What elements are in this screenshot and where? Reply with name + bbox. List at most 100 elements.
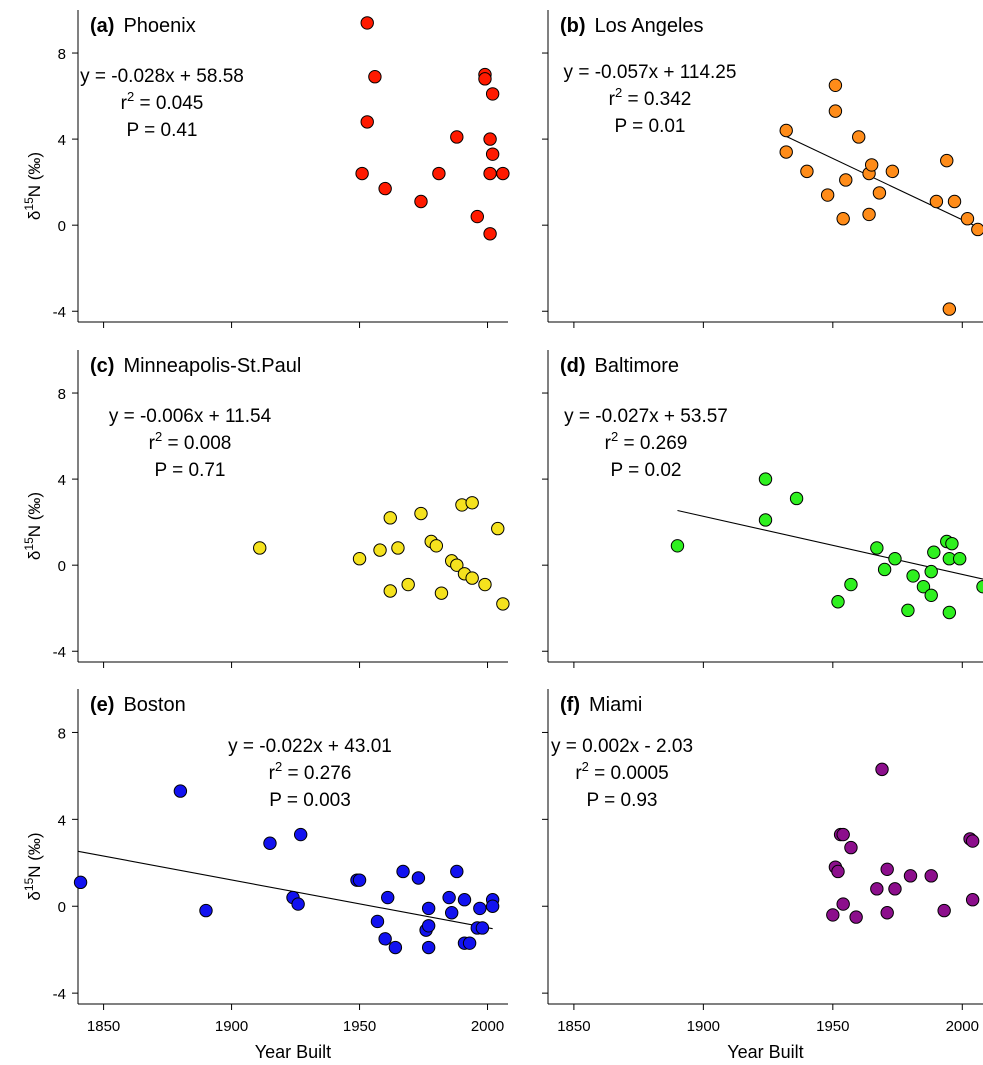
data-point bbox=[370, 914, 385, 929]
data-point bbox=[411, 871, 426, 885]
data-point bbox=[828, 104, 843, 118]
data-point bbox=[465, 496, 479, 510]
data-point bbox=[942, 302, 957, 316]
data-point bbox=[381, 890, 395, 905]
x-tick-label: 1850 bbox=[557, 1018, 590, 1035]
regression-equation: y = -0.022x + 43.01 bbox=[228, 736, 392, 757]
data-point bbox=[496, 597, 510, 611]
data-point bbox=[491, 521, 505, 536]
r-squared-exponent: 2 bbox=[127, 89, 134, 104]
data-point bbox=[421, 919, 436, 933]
r-squared-value: = 0.008 bbox=[162, 433, 231, 454]
y-axis-title-sup: 15 bbox=[22, 197, 36, 211]
data-point bbox=[253, 541, 267, 555]
data-point bbox=[414, 506, 428, 521]
y-tick-label: -4 bbox=[53, 986, 66, 1003]
y-axis-title: δ15N (‰) bbox=[22, 152, 44, 220]
y-tick-label: 8 bbox=[58, 46, 66, 63]
data-point bbox=[965, 893, 980, 907]
data-point bbox=[483, 166, 497, 181]
panel-letter: (d) bbox=[560, 355, 586, 377]
y-tick-label: -4 bbox=[53, 644, 66, 661]
r-squared-label: r2 = 0.0005 bbox=[575, 759, 668, 784]
data-point bbox=[849, 910, 863, 924]
r-squared-symbol: r bbox=[121, 93, 128, 114]
data-point bbox=[839, 173, 853, 187]
y-tick-label: 8 bbox=[58, 725, 66, 742]
data-point bbox=[401, 577, 415, 592]
r-squared-symbol: r bbox=[269, 763, 276, 784]
data-point bbox=[831, 595, 845, 609]
panel-city-name: Minneapolis-St.Paul bbox=[123, 355, 301, 377]
data-point bbox=[263, 836, 277, 850]
data-point bbox=[360, 115, 374, 129]
y-tick-label: -4 bbox=[53, 304, 66, 321]
data-point bbox=[864, 158, 879, 172]
x-tick-label: 1850 bbox=[87, 1018, 120, 1035]
data-point bbox=[360, 16, 374, 30]
data-point bbox=[903, 869, 918, 883]
r-squared-exponent: 2 bbox=[582, 759, 589, 774]
x-tick-label: 1950 bbox=[816, 1018, 849, 1035]
data-point bbox=[450, 130, 464, 144]
data-point bbox=[291, 897, 305, 911]
data-point bbox=[396, 864, 410, 879]
data-point bbox=[478, 72, 492, 86]
data-point bbox=[450, 558, 464, 572]
regression-equation: y = -0.028x + 58.58 bbox=[80, 66, 244, 87]
panel-title: (b) Los Angeles bbox=[560, 15, 704, 37]
panel-title: (c) Minneapolis-St.Paul bbox=[90, 355, 301, 377]
r-squared-label: r2 = 0.342 bbox=[609, 85, 692, 110]
regression-equation: y = 0.002x - 2.03 bbox=[551, 736, 693, 757]
r-squared-value: = 0.045 bbox=[134, 93, 203, 114]
x-axis-title: Year Built bbox=[727, 1042, 803, 1062]
data-point bbox=[836, 212, 850, 226]
data-point bbox=[836, 897, 850, 911]
p-value-label: P = 0.02 bbox=[611, 460, 682, 481]
data-point bbox=[877, 562, 892, 577]
data-point bbox=[971, 222, 983, 237]
r-squared-symbol: r bbox=[609, 89, 616, 110]
panel-city-name: Miami bbox=[589, 694, 642, 716]
panel-title: (a) Phoenix bbox=[90, 15, 196, 37]
panel-city-name: Baltimore bbox=[595, 355, 679, 377]
data-point bbox=[888, 552, 902, 566]
y-axis-title-delta: δ bbox=[25, 891, 44, 900]
data-point bbox=[378, 932, 392, 946]
data-point bbox=[368, 70, 382, 84]
regression-equation: y = -0.027x + 53.57 bbox=[564, 406, 728, 427]
data-point bbox=[820, 188, 835, 202]
data-point bbox=[888, 882, 902, 896]
panel-city-name: Boston bbox=[123, 694, 185, 716]
data-point bbox=[473, 901, 487, 916]
x-tick-label: 2000 bbox=[471, 1018, 504, 1035]
data-point bbox=[976, 579, 983, 594]
r-squared-value: = 0.276 bbox=[282, 763, 351, 784]
data-point bbox=[462, 936, 477, 950]
panel-letter: (a) bbox=[90, 15, 114, 37]
data-point bbox=[485, 87, 500, 101]
data-point bbox=[870, 541, 884, 555]
y-tick-label: 4 bbox=[58, 132, 66, 149]
data-point bbox=[942, 605, 957, 620]
data-point bbox=[432, 166, 446, 181]
data-point bbox=[789, 491, 804, 506]
data-point bbox=[952, 552, 967, 566]
data-point bbox=[916, 579, 931, 594]
regression-line bbox=[785, 135, 983, 231]
panel-letter: (b) bbox=[560, 15, 586, 37]
p-value-label: P = 0.01 bbox=[615, 116, 686, 137]
data-point bbox=[965, 834, 980, 848]
data-point bbox=[352, 552, 367, 566]
r-squared-exponent: 2 bbox=[611, 429, 618, 444]
data-point bbox=[388, 940, 403, 955]
r-squared-symbol: r bbox=[575, 763, 582, 784]
data-point bbox=[906, 569, 920, 583]
data-point bbox=[779, 123, 793, 138]
data-point bbox=[450, 864, 464, 879]
data-point bbox=[940, 153, 954, 168]
y-axis-title-sup: 15 bbox=[22, 537, 36, 551]
r-squared-symbol: r bbox=[149, 433, 156, 454]
data-point bbox=[800, 164, 814, 179]
regression-equation: y = -0.057x + 114.25 bbox=[564, 62, 737, 83]
